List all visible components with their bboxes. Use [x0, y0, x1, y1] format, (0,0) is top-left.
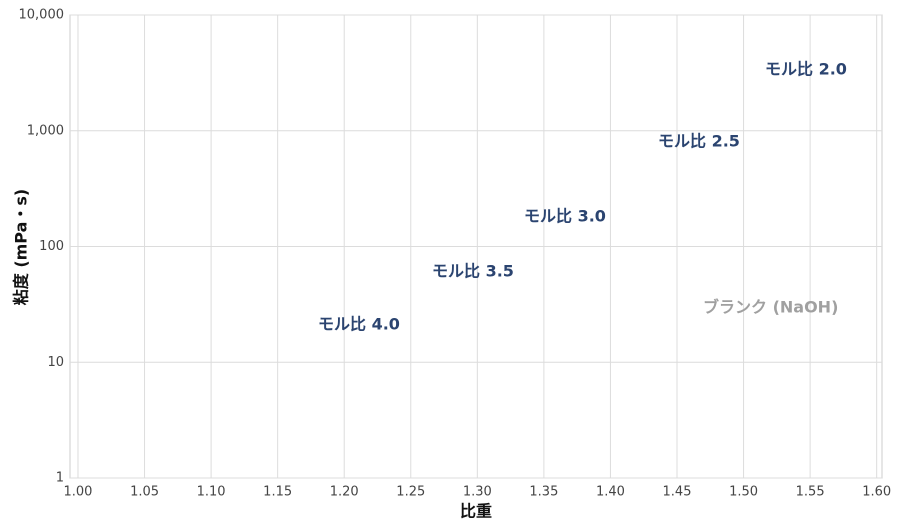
x-tick-label: 1.05	[130, 485, 159, 500]
x-tick-label: 1.00	[64, 485, 93, 500]
series-label: モル比 2.0	[765, 60, 847, 79]
y-tick-label: 100	[39, 239, 64, 254]
x-tick-label: 1.30	[463, 485, 492, 500]
x-tick-label: 1.50	[729, 485, 758, 500]
series-label: モル比 3.0	[524, 207, 606, 226]
y-tick-label: 10,000	[19, 8, 65, 23]
x-tick-label: 1.35	[529, 485, 558, 500]
x-tick-label: 1.60	[862, 485, 891, 500]
x-tick-label: 1.20	[330, 485, 359, 500]
y-tick-label: 10	[47, 355, 64, 370]
y-axis-title: 粘度 (mPa・s)	[12, 189, 31, 306]
x-tick-label: 1.15	[263, 485, 292, 500]
y-tick-label: 1,000	[27, 123, 64, 138]
x-tick-label: 1.25	[396, 485, 425, 500]
x-tick-label: 1.40	[596, 485, 625, 500]
y-tick-label: 1	[56, 471, 64, 486]
x-tick-label: 1.45	[663, 485, 692, 500]
x-tick-label: 1.55	[796, 485, 825, 500]
series-label: モル比 2.5	[658, 132, 740, 151]
series-label: モル比 4.0	[318, 315, 400, 334]
series-label: ブランク (NaOH)	[703, 298, 838, 317]
x-tick-label: 1.10	[197, 485, 226, 500]
x-axis-title: 比重	[460, 502, 492, 521]
series-label: モル比 3.5	[432, 262, 514, 281]
